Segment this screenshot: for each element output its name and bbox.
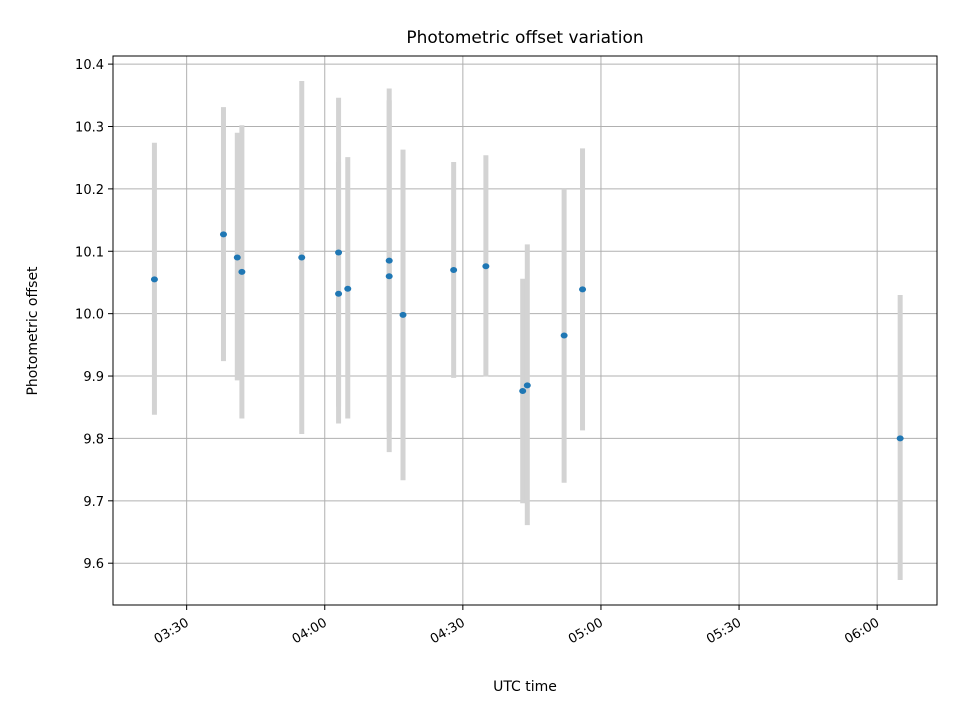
y-tick-label: 10.4 [75,58,104,73]
data-point [335,249,343,256]
y-tick-label: 10.2 [75,183,104,198]
data-point [335,290,343,297]
data-point [238,268,246,275]
data-point [385,273,393,280]
data-point [450,266,458,273]
data-point [519,388,527,395]
y-tick-label: 9.7 [83,495,104,510]
data-point [560,332,568,339]
plot-frame [112,55,938,606]
y-tick-label: 9.8 [83,432,104,447]
data-point [385,257,393,264]
data-point [344,285,352,292]
grid-lines [113,56,937,605]
y-tick-label: 9.9 [83,370,104,385]
x-axis-label: UTC time [493,679,557,695]
y-tick-label: 10.1 [75,245,104,260]
y-axis-label: Photometric offset [25,266,41,396]
y-axis-ticks: 9.6 9.7 9.8 9.9 10.0 10.1 10.2 10.3 10.4 [75,58,113,572]
data-point [482,263,490,270]
y-tick-label: 10.3 [75,120,104,135]
data-point [298,254,306,261]
data-point [523,382,531,389]
chart-title: Photometric offset variation [406,28,643,48]
data-point [219,231,227,238]
data-point [399,311,407,318]
y-tick-label: 9.6 [83,557,104,572]
data-point [896,435,904,442]
data-point [150,276,158,283]
data-point [579,286,587,293]
data-point [233,254,241,261]
y-tick-label: 10.0 [75,308,104,323]
data-points [150,231,904,442]
